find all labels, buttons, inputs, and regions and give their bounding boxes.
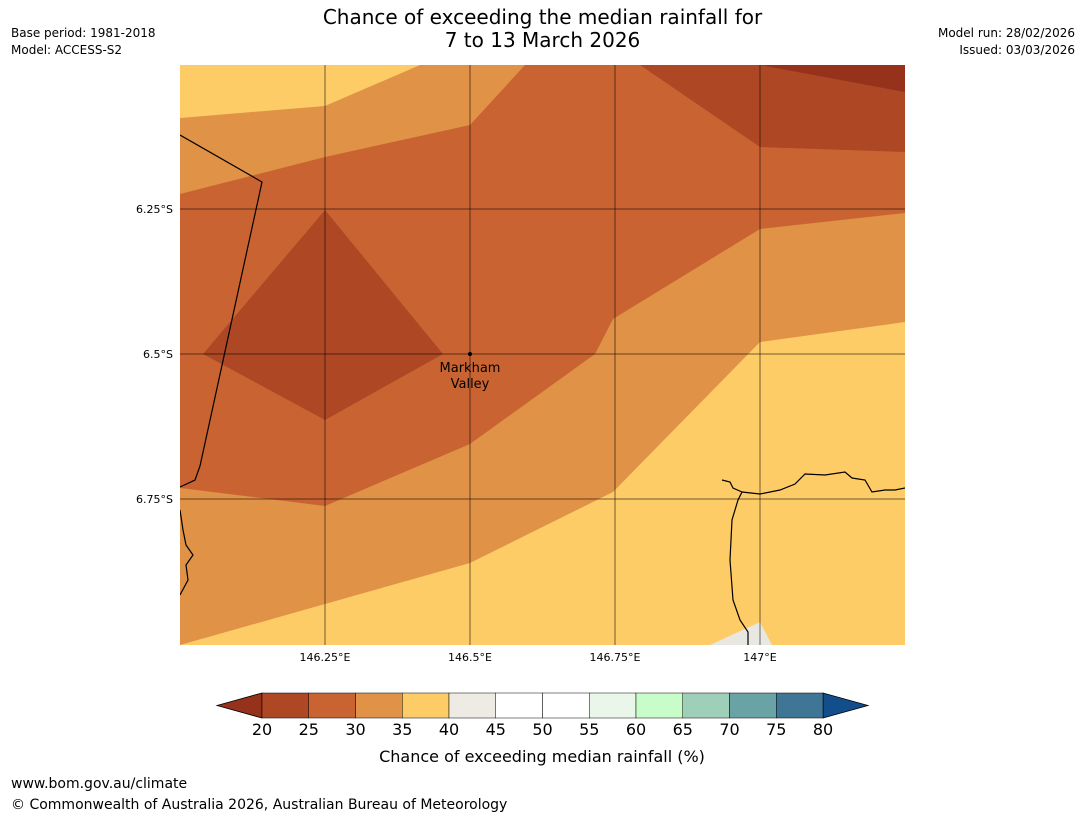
colorbar-tick-label: 35	[392, 720, 412, 739]
map-area	[180, 65, 905, 645]
model-run: Model run: 28/02/2026	[937, 26, 1075, 40]
map-title: Chance of exceeding the median rainfall …	[0, 6, 1085, 52]
colorbar-cell	[589, 692, 637, 719]
band-below-20	[760, 65, 905, 92]
lat-labels: 6.25°S 6.5°S 6.75°S	[136, 203, 173, 506]
base-period: Base period: 1981-2018	[11, 26, 156, 40]
colorbar-tick-label: 50	[532, 720, 552, 739]
place-name-line-2: Valley	[451, 377, 490, 392]
band-20-25-west	[203, 210, 443, 420]
title-line-1: Chance of exceeding the median rainfall …	[322, 5, 763, 29]
land-grey-patch	[710, 622, 772, 645]
lat-label: 6.5°S	[143, 348, 173, 361]
colorbar-cell	[776, 692, 824, 719]
colorbar-cell	[495, 692, 543, 719]
colorbar-cell	[261, 692, 309, 719]
colorbar-tick-label: 55	[579, 720, 599, 739]
colorbar-label: Chance of exceeding median rainfall (%)	[379, 747, 705, 766]
footer-copyright: © Commonwealth of Australia 2026, Austra…	[11, 797, 508, 813]
coastline	[180, 134, 905, 645]
footer-url[interactable]: www.bom.gov.au/climate	[11, 776, 188, 792]
colorbar-tick-label: 45	[486, 720, 506, 739]
rainfall-map: 6.25°S 6.5°S 6.75°S 146.25°E 146.5°E 146…	[136, 65, 905, 766]
colorbar-cell	[402, 692, 450, 719]
place-label: Markham Valley	[440, 361, 501, 392]
band-20-25-east	[640, 65, 905, 152]
colorbar-tick-label: 60	[626, 720, 646, 739]
issued-date: Issued: 03/03/2026	[959, 43, 1075, 57]
title-line-2: 7 to 13 March 2026	[444, 28, 641, 52]
colorbar-cell	[355, 692, 403, 719]
colorbar-over-arrow	[822, 692, 870, 719]
colorbar-tick-label: 80	[813, 720, 833, 739]
colorbar-cell	[635, 692, 683, 719]
lon-label: 146.5°E	[448, 651, 492, 664]
colorbar-cell	[542, 692, 590, 719]
lon-labels: 146.25°E 146.5°E 146.75°E 147°E	[300, 651, 777, 664]
meta-left: Base period: 1981-2018 Model: ACCESS-S2	[11, 25, 156, 59]
colorbar-cell	[729, 692, 777, 719]
lon-label: 147°E	[743, 651, 776, 664]
colorbar-under-arrow	[215, 692, 263, 719]
colorbar-cell	[682, 692, 730, 719]
lon-label: 146.75°E	[590, 651, 641, 664]
markham-valley-marker	[468, 352, 472, 356]
colorbar-tick-label: 20	[252, 720, 272, 739]
colorbar-cell	[448, 692, 496, 719]
colorbar-cell	[308, 692, 356, 719]
colorbar: 20 25 30 35 40 45 50 55 60 65 70 75 80	[215, 692, 870, 739]
lat-label: 6.75°S	[136, 493, 173, 506]
colorbar-tick-label: 70	[719, 720, 739, 739]
lat-label: 6.25°S	[136, 203, 173, 216]
footer: www.bom.gov.au/climate © Commonwealth of…	[11, 774, 507, 816]
lon-label: 146.25°E	[300, 651, 351, 664]
colorbar-tick-label: 65	[673, 720, 693, 739]
colorbar-tick-label: 25	[299, 720, 319, 739]
colorbar-tick-label: 40	[439, 720, 459, 739]
place-name-line-1: Markham	[440, 361, 501, 376]
meta-right: Model run: 28/02/2026 Issued: 03/03/2026	[938, 25, 1075, 59]
colorbar-tick-label: 75	[766, 720, 786, 739]
colorbar-tick-label: 30	[345, 720, 365, 739]
model-name: Model: ACCESS-S2	[11, 43, 123, 57]
